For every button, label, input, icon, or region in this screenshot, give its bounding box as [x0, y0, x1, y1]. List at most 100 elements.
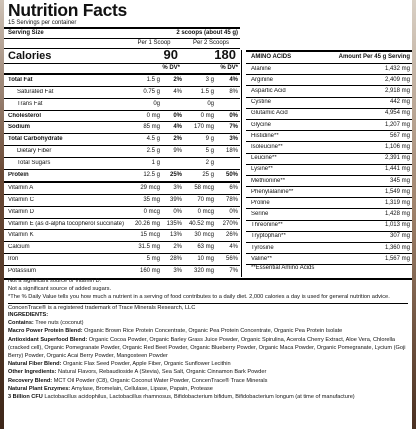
- nutrient-row: Vitamin E (as d-alpha tocopherol succina…: [4, 217, 240, 230]
- ingredient-text: Organic Flax Seed Powder, Apple Fiber, O…: [61, 361, 231, 368]
- nutrient-dv-1: 2%: [173, 136, 182, 143]
- calories-per-2: 180: [214, 47, 236, 63]
- ingredient-heading: Natural Fiber Blend:: [8, 361, 62, 368]
- nutrient-amount-2: 0 mcg: [197, 208, 214, 215]
- nutrient-dv-1: 135%: [166, 220, 182, 227]
- amino-acid-row: Glutamic Acid 4,954 mg: [246, 107, 412, 119]
- nutrient-row: Cholesterol 0 mg 0% 0 mg 0%: [4, 109, 240, 122]
- nutrient-dv-2: 270%: [222, 220, 238, 227]
- ingredient-text: Organic Brown Rice Protein Concentrate, …: [82, 328, 343, 335]
- amino-acid-name: Histidine**: [251, 132, 279, 139]
- nutrient-amount-2: 58 mcg: [194, 184, 214, 191]
- amino-acids-title: AMINO ACIDS: [251, 54, 292, 61]
- nutrient-amount-2: 63 mg: [197, 244, 214, 251]
- amino-acid-amount: 567 mg: [389, 132, 410, 139]
- nutrient-dv-2: 0%: [229, 208, 238, 215]
- ingredient-text: Lactobacillus acidophilus, Lactobacillus…: [42, 394, 355, 401]
- amino-acid-name: Aspartic Acid: [251, 88, 286, 95]
- amino-acid-row: Phenylalanine** 1,549 mg: [246, 186, 412, 197]
- amino-acid-row: Threonine** 1,013 mg: [246, 219, 412, 231]
- amino-acids-header: AMINO ACIDS Amount Per 45 g Serving: [246, 52, 412, 64]
- nutrient-amount-2: 170 mg: [193, 124, 214, 131]
- nutrient-dv-1: 0%: [173, 208, 182, 215]
- ingredient-text: Natural Flavors, Rebaudioside A (Stevia)…: [56, 369, 267, 376]
- footnote: Not a significant source of Vitamin D.: [8, 278, 102, 284]
- serving-size-value: 2 scoops (about 45 g): [176, 29, 238, 36]
- nutrient-amount-1: 2.5 g: [146, 148, 160, 155]
- nutrient-name: Vitamin C: [8, 196, 34, 203]
- nutrient-dv-2: 56%: [225, 256, 238, 263]
- nutrient-row: Iron 5 mg 28% 10 mg 56%: [4, 253, 240, 265]
- ingredient-heading: Natural Plant Enzymes:: [8, 385, 71, 392]
- nutrient-dv-2: 7%: [229, 124, 238, 131]
- amino-acid-name: Isoleucine**: [251, 143, 283, 150]
- amino-acid-row: Proline 1,319 mg: [246, 197, 412, 208]
- nutrient-amount-2: 5 g: [205, 148, 214, 155]
- nutrient-row: Total Fat 1.5 g 2% 3 g 4%: [4, 72, 240, 86]
- nutrient-amount-2: 10 mg: [197, 256, 214, 263]
- amino-acid-amount: 307 mg: [389, 233, 410, 240]
- amino-acid-row: Histidine** 567 mg: [246, 130, 412, 141]
- footnote: Not a significant source of added sugars…: [8, 286, 112, 292]
- nutrient-row: Vitamin K 15 mcg 13% 30 mcg 26%: [4, 229, 240, 241]
- dv-header-row: % DV* % DV*: [4, 62, 240, 73]
- ingredient-heading: Other Ingredients:: [8, 369, 57, 376]
- nutrient-dv-2: 8%: [229, 88, 238, 95]
- facts-box: [4, 0, 412, 280]
- calories-row: Calories 90 180: [4, 47, 240, 63]
- ingredient-line: Natural Plant Enzymes: Amylase, Bromelai…: [8, 385, 408, 393]
- nutrient-row: Saturated Fat 0.75 g 4% 1.5 g 8%: [4, 85, 240, 98]
- nutrient-amount-2: 70 mg: [197, 196, 214, 203]
- nutrient-dv-2: 18%: [225, 148, 238, 155]
- amino-acid-name: Glutamic Acid: [251, 110, 288, 117]
- serving-size-label: Serving Size: [8, 29, 44, 36]
- amino-acid-name: Proline: [251, 199, 270, 206]
- nutrient-name: Cholesterol: [8, 112, 42, 119]
- nutrient-dv-2: 6%: [229, 184, 238, 191]
- nutrition-facts-panel: Nutrition Facts 15 Servings per containe…: [4, 0, 240, 277]
- nutrient-dv-1: 4%: [173, 124, 182, 131]
- nutrient-amount-2: 1.5 g: [200, 88, 214, 95]
- nutrient-dv-2: 4%: [229, 244, 238, 251]
- nutrient-dv-2: 7%: [229, 268, 238, 275]
- amino-acid-amount: 1,432 mg: [384, 65, 410, 72]
- amino-acid-amount: 1,567 mg: [384, 255, 410, 262]
- amino-acid-amount: 2,918 mg: [384, 88, 410, 95]
- ingredient-heading: Macro Power Protein Blend:: [8, 328, 83, 335]
- nutrient-name: Protein: [8, 172, 29, 179]
- col-per-1-scoop: Per 1 Scoop: [137, 39, 171, 46]
- amino-acids-amount-header: Amount Per 45 g Serving: [338, 54, 410, 61]
- nutrient-dv-1: 13%: [169, 232, 182, 239]
- ingredient-line: Antioxidant Superfood Blend: Organic Coc…: [8, 336, 408, 361]
- nutrition-label: Nutrition Facts 15 Servings per containe…: [4, 0, 412, 429]
- amino-acid-amount: 1,207 mg: [384, 121, 410, 128]
- ingredients-list: Contains: Tree nuts (coconut) Macro Power…: [8, 319, 408, 401]
- ingredient-heading: Recovery Blend:: [8, 377, 53, 384]
- amino-acids-table: Alanine 1,432 mg Arginine 2,409 mg Aspartic …: [246, 64, 412, 264]
- nutrient-name: Vitamin D: [8, 208, 34, 215]
- amino-acid-name: Tyrosine: [251, 244, 274, 251]
- trademark-note: ConcenTrace® is a registered trademark o…: [8, 303, 408, 312]
- amino-acid-name: Tryptophan**: [251, 233, 286, 240]
- nutrient-name: Total Carbohydrate: [8, 136, 63, 143]
- column-header-row: Per 1 Scoop Per 2 Scoops: [4, 37, 240, 48]
- ingredient-heading: Contains:: [8, 320, 34, 327]
- amino-acid-name: Arginine: [251, 76, 274, 83]
- nutrient-amount-1: 4.5 g: [146, 136, 160, 143]
- amino-acid-name: Valine**: [251, 255, 272, 262]
- servings-per-container: 15 Servings per container: [8, 20, 77, 26]
- nutrient-dv-1: 25%: [169, 172, 182, 179]
- amino-acid-amount: 2,409 mg: [384, 76, 410, 83]
- amino-acid-row: Lysine** 1,441 mg: [246, 163, 412, 175]
- amino-acid-name: Serine: [251, 211, 269, 218]
- nutrient-dv-2: 0%: [229, 112, 238, 119]
- amino-acid-name: Glycine: [251, 121, 272, 128]
- nutrient-dv-2: 3%: [229, 136, 238, 143]
- amino-acid-row: Methionine** 345 mg: [246, 174, 412, 186]
- footnotes: Not a significant source of Vitamin D. N…: [8, 277, 408, 312]
- nutrient-amount-1: 12.5 g: [143, 172, 160, 179]
- amino-acid-amount: 2,391 mg: [384, 155, 410, 162]
- nutrient-row: Calcium 31.5 mg 2% 63 mg 4%: [4, 241, 240, 253]
- ingredient-text: Tree nuts (coconut): [33, 320, 84, 327]
- nutrient-dv-1: 2%: [173, 244, 182, 251]
